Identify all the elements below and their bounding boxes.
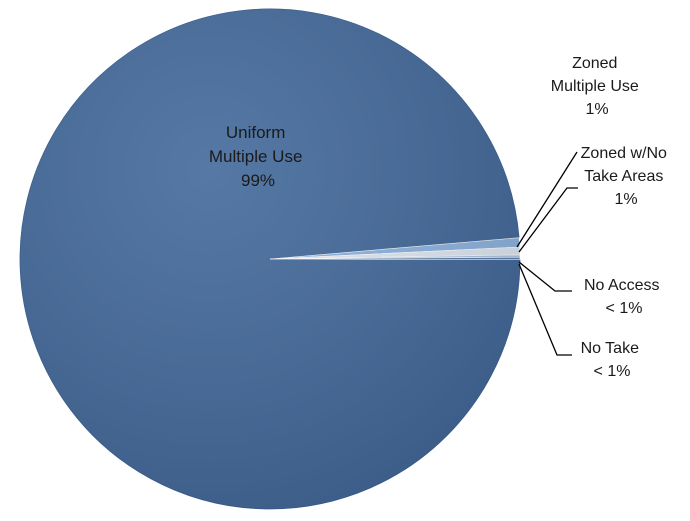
slice-label-no-access: No Access < 1% [584, 277, 664, 317]
leader-line-no-take [518, 263, 572, 356]
slice-label-zoned-multiple-use: Zoned Multiple Use 1% [551, 55, 643, 118]
leader-line-zoned-no-take [518, 187, 578, 253]
leader-line-zoned-multiple-use [516, 151, 578, 248]
leader-line-no-access [518, 261, 572, 292]
slice-label-no-take: No Take < 1% [581, 340, 644, 380]
slice-label-uniform-multiple-use: Uniform Multiple Use 99% [209, 123, 307, 190]
slice-label-zoned-no-take-areas: Zoned w/No Take Areas 1% [581, 145, 672, 208]
pie-slices [19, 8, 521, 510]
